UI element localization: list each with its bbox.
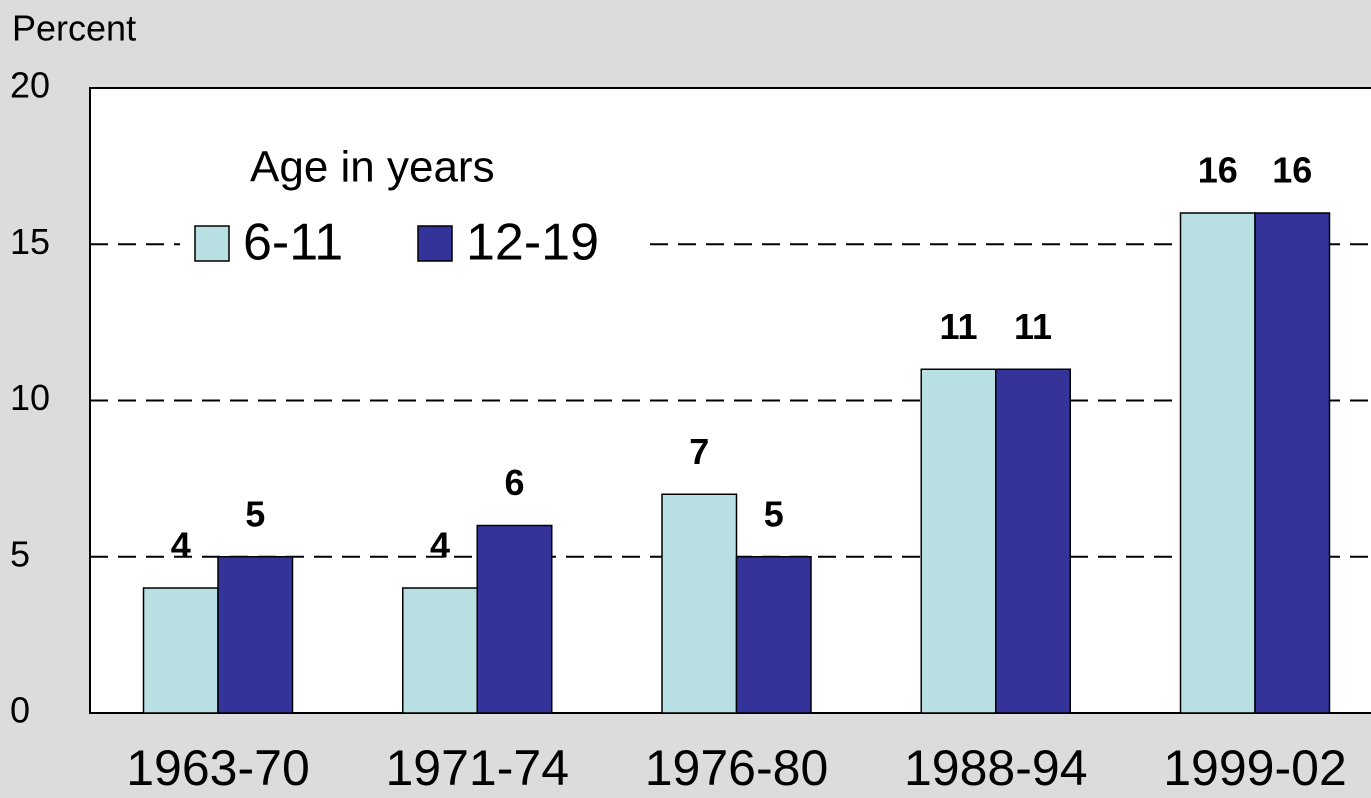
value-label: 7 xyxy=(689,431,709,472)
legend-label: 6-11 xyxy=(243,214,343,272)
x-tick-label: 1971-74 xyxy=(386,740,570,796)
bar xyxy=(476,524,553,714)
y-tick-label: 0 xyxy=(10,690,30,731)
y-tick-label: 20 xyxy=(10,65,50,106)
bar xyxy=(402,587,478,714)
x-tick-label: 1976-80 xyxy=(645,740,829,796)
value-label: 4 xyxy=(430,525,450,566)
x-tick-label: 1988-94 xyxy=(904,740,1088,796)
legend-swatch xyxy=(194,225,230,262)
y-tick-label: 5 xyxy=(10,533,30,574)
bar xyxy=(217,556,294,714)
bar xyxy=(142,587,219,714)
value-label: 4 xyxy=(171,525,191,566)
value-label: 11 xyxy=(1014,306,1052,347)
bar xyxy=(661,493,738,714)
bar xyxy=(1254,212,1331,714)
legend-swatch xyxy=(417,225,453,262)
x-tick-label: 1963-70 xyxy=(126,740,310,796)
value-label: 5 xyxy=(245,493,265,534)
legend-background xyxy=(180,140,642,280)
value-label: 6 xyxy=(504,462,524,503)
value-label: 16 xyxy=(1272,150,1312,191)
x-tick-label: 1999-02 xyxy=(1163,740,1347,796)
bar xyxy=(920,368,997,714)
value-label: 11 xyxy=(939,306,977,347)
bar xyxy=(995,368,1071,714)
bar xyxy=(735,556,812,714)
value-label: 5 xyxy=(764,493,784,534)
y-tick-label: 10 xyxy=(10,377,50,418)
value-label: 16 xyxy=(1198,150,1238,191)
y-axis-label: Percent xyxy=(12,8,136,49)
legend: Age in years 6-11 12-19 xyxy=(180,140,642,280)
legend-title: Age in years xyxy=(250,143,495,192)
legend-label: 12-19 xyxy=(466,214,599,272)
bar xyxy=(1179,212,1256,714)
y-tick-label: 15 xyxy=(10,221,50,262)
